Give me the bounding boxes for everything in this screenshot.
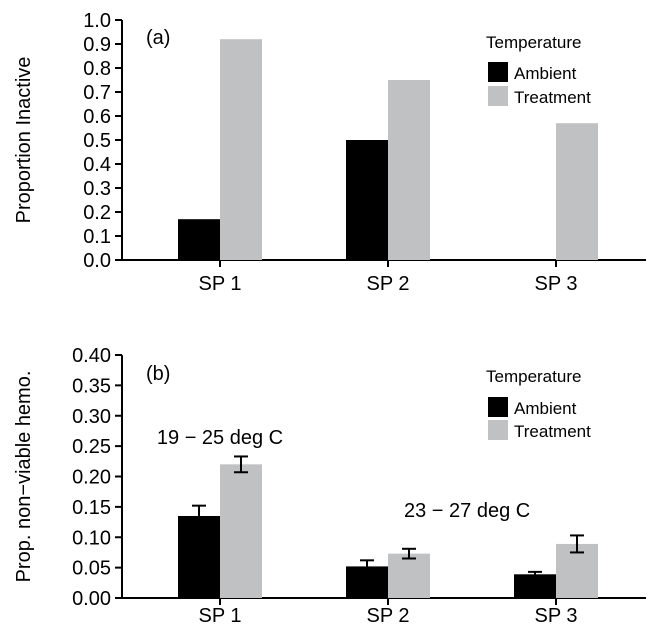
legend-swatch-treatment xyxy=(488,420,508,440)
y-tick-label: 0.30 xyxy=(72,406,111,428)
y-tick-label: 0.0 xyxy=(83,250,111,272)
y-tick-label: 0.1 xyxy=(83,226,111,248)
bar-treatment-sp2 xyxy=(388,80,430,260)
y-tick-label: 0.9 xyxy=(83,34,111,56)
x-tick-label: SP 1 xyxy=(199,605,242,627)
y-tick-label: 0.5 xyxy=(83,130,111,152)
legend-title: Temperature xyxy=(486,33,581,52)
legend-label-ambient: Ambient xyxy=(514,64,577,83)
bar-treatment-sp2 xyxy=(388,553,430,598)
y-tick-label: 0.25 xyxy=(72,436,111,458)
x-tick-label: SP 3 xyxy=(535,605,578,627)
bar-ambient-sp1 xyxy=(178,219,220,260)
legend-label-ambient: Ambient xyxy=(514,399,577,418)
legend-label-treatment: Treatment xyxy=(514,422,591,441)
x-tick-label: SP 3 xyxy=(535,273,578,295)
y-tick-label: 0.15 xyxy=(72,497,111,519)
y-tick-label: 0.3 xyxy=(83,178,111,200)
x-tick-label: SP 2 xyxy=(367,273,410,295)
bar-ambient-sp3 xyxy=(514,574,556,598)
bar-ambient-sp2 xyxy=(346,140,388,260)
legend-title: Temperature xyxy=(486,367,581,386)
x-tick-label: SP 2 xyxy=(367,605,410,627)
y-tick-label: 0.4 xyxy=(83,154,111,176)
annotation: 23 − 27 deg C xyxy=(404,500,530,522)
legend-swatch-ambient xyxy=(488,397,508,417)
y-tick-label: 0.00 xyxy=(72,588,111,610)
y-tick-label: 0.8 xyxy=(83,58,111,80)
panel-label: (b) xyxy=(146,363,170,385)
bar-treatment-sp3 xyxy=(556,123,598,260)
legend: Temperature Ambient Treatment xyxy=(486,367,591,441)
bar-treatment-sp1 xyxy=(220,39,262,261)
y-axis-label: Prop. non−viable hemo. xyxy=(13,371,35,583)
y-axis-label: Proportion Inactive xyxy=(13,57,35,224)
chart-panel-2: 0.00 0.05 0.10 0.15 0.20 0.25 0.30 0.35 0.40 SP 1… xyxy=(13,345,646,627)
legend-label-treatment: Treatment xyxy=(514,88,591,107)
y-tick-label: 0.40 xyxy=(72,345,111,367)
y-tick-label: 0.6 xyxy=(83,106,111,128)
y-tick-label: 0.7 xyxy=(83,82,111,104)
x-tick-label: SP 1 xyxy=(199,273,242,295)
annotation: 19 − 25 deg C xyxy=(157,427,283,449)
bar-treatment-sp1 xyxy=(220,464,262,598)
y-tick-label: 0.05 xyxy=(72,558,111,580)
legend-swatch-treatment xyxy=(488,86,508,106)
y-tick-label: 0.20 xyxy=(72,467,111,489)
panel-label: (a) xyxy=(146,27,170,49)
y-tick-label: 1.0 xyxy=(83,10,111,32)
y-tick-label: 0.10 xyxy=(72,527,111,549)
bar-ambient-sp1 xyxy=(178,515,220,598)
y-tick-label: 0.2 xyxy=(83,202,111,224)
legend: Temperature Ambient Treatment xyxy=(486,33,591,107)
chart-panel-1: 0.00.10.20.30.40.50.60.70.80.91.0 SP 1 SP … xyxy=(13,10,646,295)
legend-swatch-ambient xyxy=(488,62,508,82)
y-tick-label: 0.35 xyxy=(72,375,111,397)
